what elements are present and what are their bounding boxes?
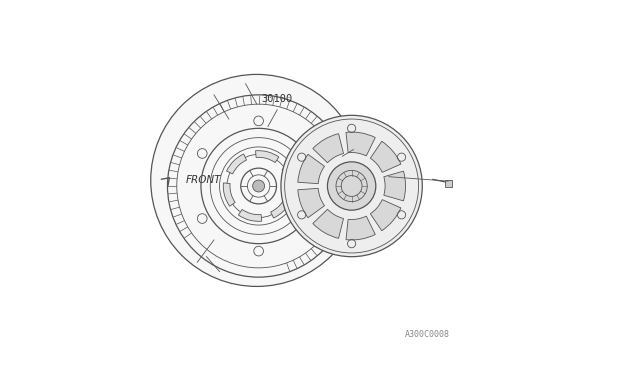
Wedge shape: [384, 171, 406, 201]
Wedge shape: [313, 209, 344, 238]
Text: 30210A: 30210A: [389, 164, 421, 173]
Wedge shape: [346, 132, 375, 156]
Wedge shape: [371, 141, 401, 172]
Circle shape: [328, 162, 376, 210]
Wedge shape: [298, 154, 324, 184]
Text: 30210: 30210: [359, 133, 390, 143]
Text: 30100: 30100: [262, 94, 293, 104]
Text: FRONT: FRONT: [186, 176, 221, 185]
Wedge shape: [282, 166, 294, 189]
Wedge shape: [371, 200, 401, 231]
FancyBboxPatch shape: [445, 180, 452, 187]
Wedge shape: [313, 134, 344, 163]
Wedge shape: [346, 216, 375, 240]
Circle shape: [253, 180, 264, 192]
Wedge shape: [238, 209, 262, 221]
Wedge shape: [223, 183, 235, 206]
Wedge shape: [298, 188, 324, 218]
Circle shape: [281, 115, 422, 257]
Text: A300C0008: A300C0008: [405, 330, 450, 339]
Wedge shape: [227, 154, 246, 174]
Wedge shape: [271, 198, 291, 218]
Wedge shape: [255, 151, 279, 163]
Circle shape: [151, 74, 363, 286]
